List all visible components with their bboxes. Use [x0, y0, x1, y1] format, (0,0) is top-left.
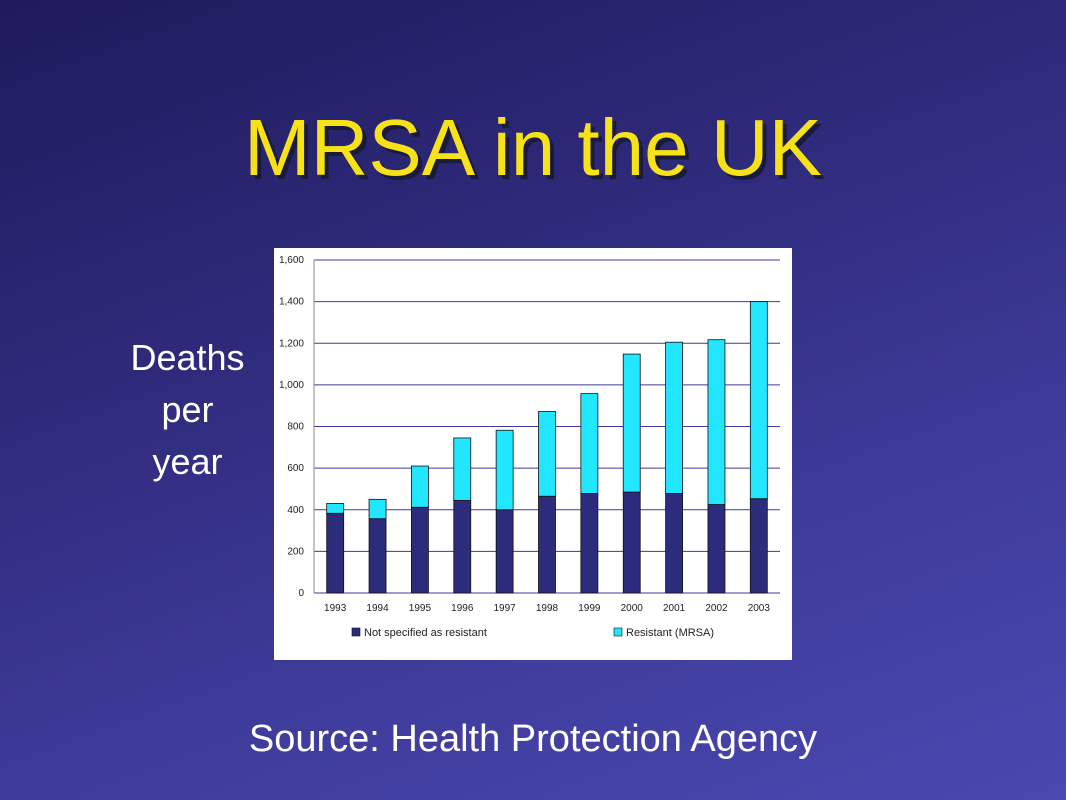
legend-label: Not specified as resistant: [364, 627, 487, 639]
legend-swatch: [613, 627, 623, 637]
bar-not-specified: [411, 506, 429, 594]
y-tick-label: 200: [287, 546, 304, 557]
y-tick-label: 1,000: [279, 380, 304, 391]
y-tick-label: 0: [298, 588, 304, 599]
legend-swatch: [351, 627, 361, 637]
source-caption: Source: Health Protection Agency: [248, 718, 818, 760]
bar-mrsa: [665, 341, 683, 494]
bar-mrsa: [707, 339, 726, 505]
bar-mrsa: [453, 437, 472, 501]
y-axis-label-line: Deaths: [130, 337, 245, 378]
x-tick-label: 2002: [705, 603, 728, 614]
bar-not-specified: [326, 512, 345, 594]
bar-mrsa: [622, 353, 641, 493]
y-tick-label: 600: [287, 463, 304, 474]
x-tick-label: 1998: [536, 603, 559, 614]
legend-label: Resistant (MRSA): [626, 627, 714, 639]
bar-mrsa: [749, 301, 768, 500]
y-tick-label: 1,200: [279, 338, 304, 349]
bar-mrsa: [411, 465, 429, 508]
bar-not-specified: [495, 509, 514, 594]
slide-title: MRSA in the UK: [243, 103, 822, 192]
chart-panel: 0 200 400 600 800 1,000 1,200 1,400 1,600 1993 199…: [274, 248, 792, 660]
bar-not-specified: [538, 495, 556, 594]
x-tick-label: 1996: [451, 603, 474, 614]
bar-mrsa: [538, 411, 556, 497]
bar-mrsa: [326, 503, 345, 514]
x-tick-label: 1994: [366, 603, 389, 614]
bar-not-specified: [665, 493, 683, 594]
x-tick-label: 1999: [578, 603, 601, 614]
bar-not-specified: [368, 518, 387, 594]
y-tick-label: 800: [287, 422, 304, 433]
y-tick-label: 1,400: [279, 297, 304, 308]
bar-mrsa: [368, 498, 387, 520]
y-axis-label-line: year: [152, 441, 223, 482]
x-tick-label: 1997: [494, 603, 517, 614]
bar-mrsa: [580, 393, 599, 494]
y-axis-label: Deaths per year: [110, 332, 265, 488]
bar-not-specified: [707, 504, 726, 594]
x-tick-label: 1995: [409, 603, 432, 614]
x-tick-label: 2003: [748, 603, 771, 614]
x-tick-label: 1993: [324, 603, 347, 614]
y-tick-label: 400: [287, 505, 304, 516]
y-tick-label: 1,600: [279, 255, 304, 266]
bar-not-specified: [622, 491, 641, 594]
bar-mrsa: [495, 429, 514, 511]
x-tick-label: 2001: [663, 603, 686, 614]
bar-not-specified: [453, 499, 472, 594]
bar-not-specified: [749, 498, 768, 594]
x-tick-label: 2000: [621, 603, 644, 614]
bar-not-specified: [580, 493, 599, 594]
y-axis-label-line: per: [161, 389, 214, 430]
bar-chart: 0 200 400 600 800 1,000 1,200 1,400 1,600 1993 199…: [279, 255, 780, 639]
